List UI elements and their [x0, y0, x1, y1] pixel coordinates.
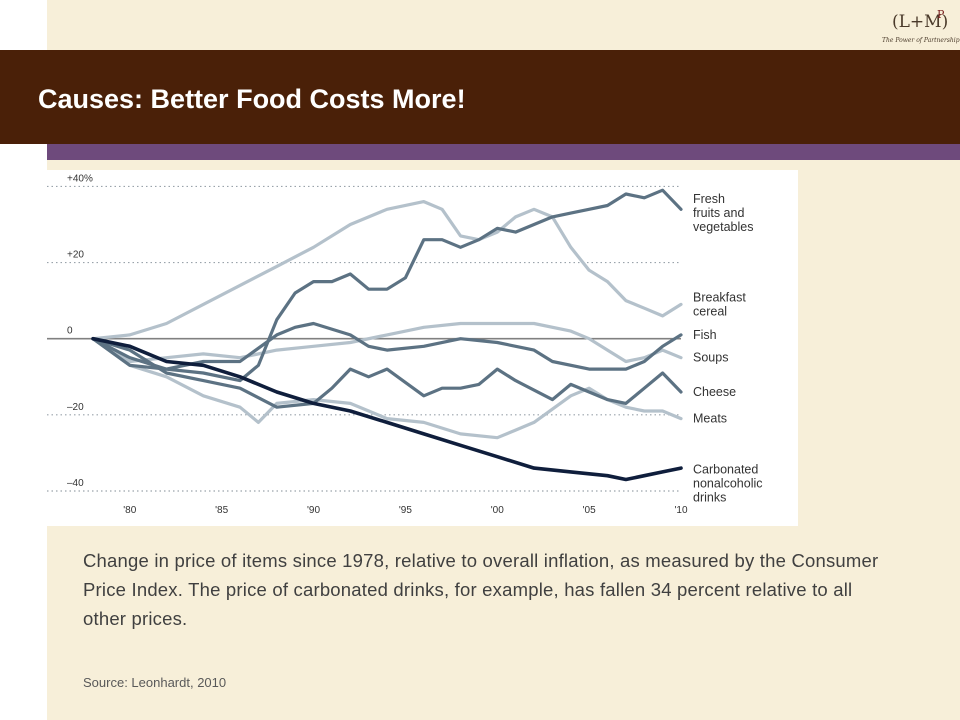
- y-tick-label: –40: [67, 478, 84, 489]
- series-line-fresh-fruits-and-vegetables: [91, 188, 683, 383]
- logo-mark: (L+M): [892, 12, 949, 32]
- x-tick-label: '05: [583, 505, 596, 516]
- x-tick-label: '90: [307, 505, 320, 516]
- source-citation: Source: Leonhardt, 2010: [83, 675, 227, 690]
- series-label: Soups: [693, 351, 728, 365]
- series-label: cereal: [693, 304, 727, 318]
- series-line-meats: [91, 337, 683, 440]
- chart-caption: Change in price of items since 1978, rel…: [83, 550, 879, 629]
- y-tick-label: 0: [67, 326, 73, 337]
- series-line-cheese: [91, 337, 683, 409]
- logo-tagline: The Power of Partnership: [882, 37, 960, 44]
- series-label: Meats: [693, 412, 727, 426]
- slide-title: Causes: Better Food Costs More!: [38, 84, 466, 114]
- series-line-carbonated-nonalcoholic-drinks: [91, 336, 683, 482]
- header-band: [0, 50, 960, 144]
- x-tick-label: '10: [674, 505, 687, 516]
- y-tick-label: +20: [67, 250, 84, 261]
- series-line-breakfast-cereal: [91, 200, 683, 341]
- series-label: nonalcoholic: [693, 476, 763, 490]
- series-label: fruits and: [693, 206, 744, 220]
- series-label: Carbonated: [693, 462, 758, 476]
- x-tick-label: '85: [215, 505, 228, 516]
- company-logo: (L+M) P The Power of Partnership: [880, 8, 960, 48]
- x-tick-label: '80: [123, 505, 136, 516]
- series-line-fish: [91, 321, 683, 371]
- y-tick-label: –20: [67, 402, 84, 413]
- y-tick-label: +40%: [67, 173, 93, 184]
- series-label: Breakfast: [693, 290, 746, 304]
- series-label: Fresh: [693, 192, 725, 206]
- logo-superscript: P: [937, 8, 945, 21]
- series-line-soups: [91, 321, 683, 364]
- x-tick-label: '00: [491, 505, 504, 516]
- series-label: vegetables: [693, 220, 753, 234]
- chart-svg: +40% +20 0 –20 –40 '80 '85 '90 '95 '00 '05 '10 Fresh…: [47, 173, 763, 516]
- series-label: Fish: [693, 328, 717, 342]
- series-label: Cheese: [693, 385, 736, 399]
- header-accent-stripe: [47, 144, 960, 160]
- x-tick-label: '95: [399, 505, 412, 516]
- price-change-chart: +40% +20 0 –20 –40 '80 '85 '90 '95 '00 '05 '10 Fresh…: [47, 170, 798, 526]
- series-label: drinks: [693, 490, 726, 504]
